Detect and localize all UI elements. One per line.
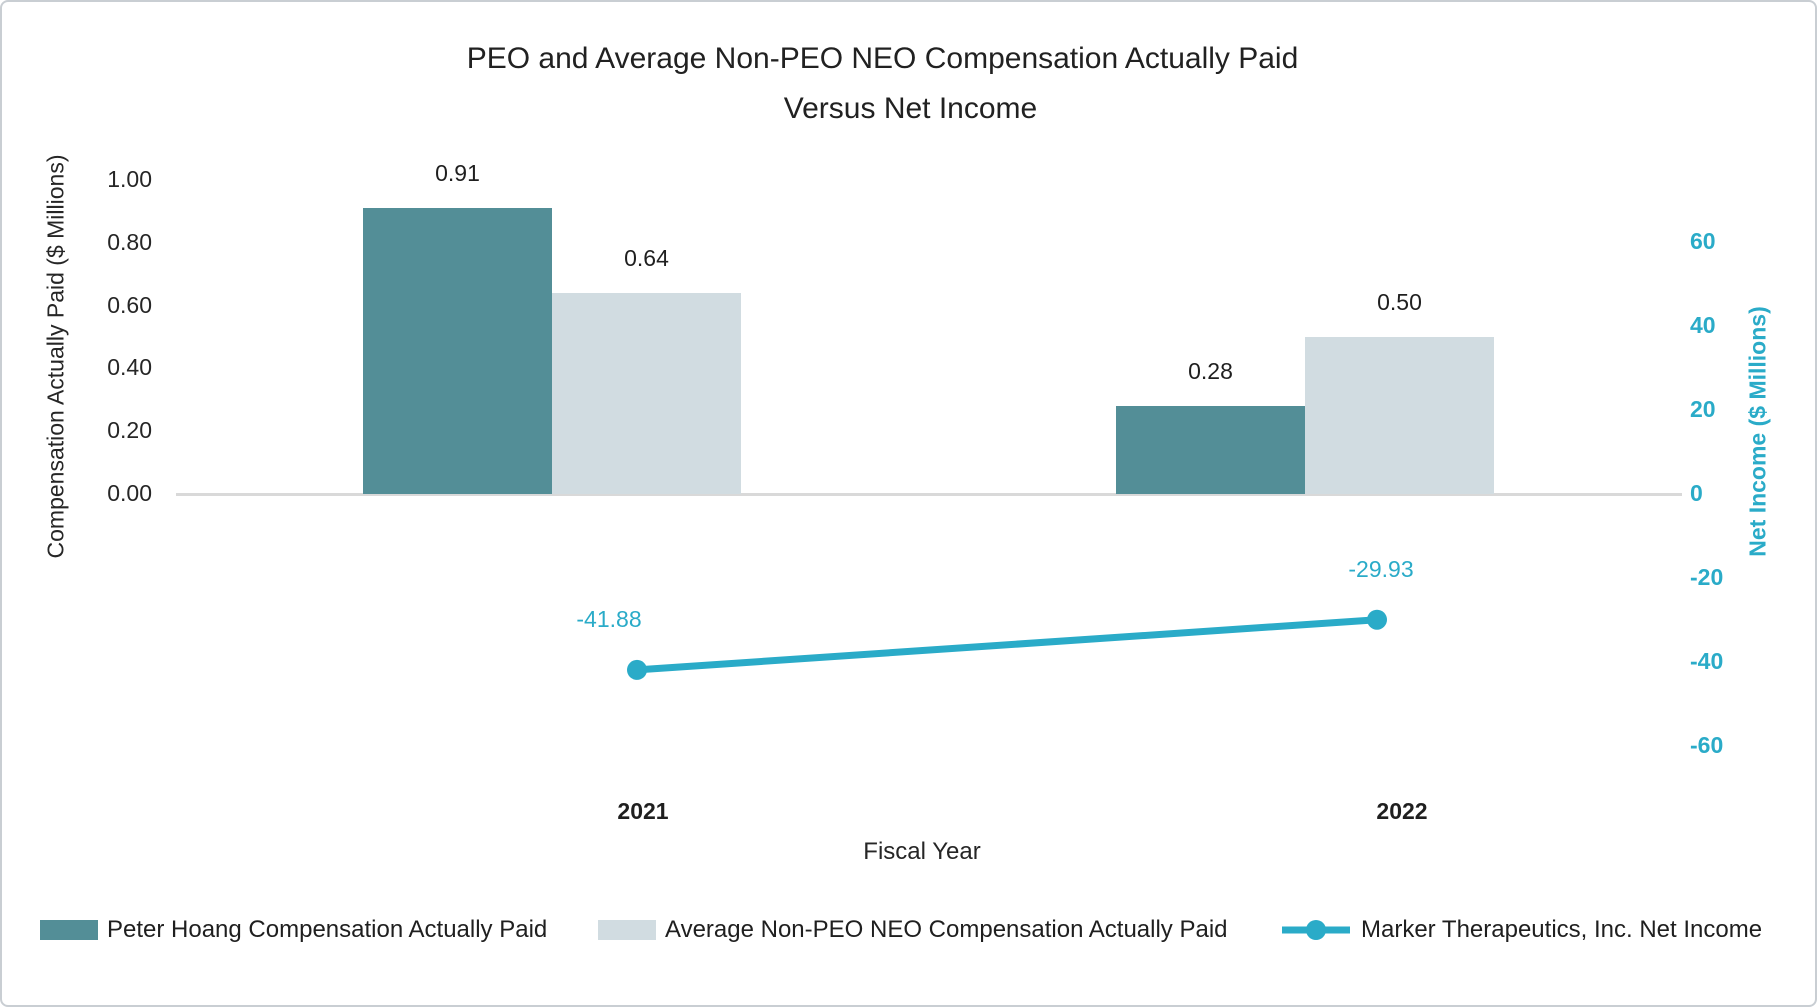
bar-value-label: 0.91 [435,160,480,187]
chart-title-line2: Versus Net Income [783,92,1038,125]
bar-value-label: 0.28 [1188,358,1233,385]
non-peo-legend-swatch [598,920,656,940]
x-tick-label: 2022 [1376,798,1428,824]
line-value-label: -41.88 [576,605,642,632]
left-axis-tick: 0.20 [107,417,152,444]
bar-value-label: 0.64 [624,245,669,272]
left-axis-tick: 0.40 [107,354,152,381]
right-axis-tick: -20 [1690,564,1724,590]
chart-title-line1: PEO and Average Non-PEO NEO Compensation… [466,42,1299,75]
net-income-legend-marker [1282,920,1350,940]
right-axis-tick: 40 [1690,312,1716,338]
line-point-marker [1367,609,1387,630]
non-peo-legend-label: Average Non-PEO NEO Compensation Actuall… [665,916,1228,943]
peo-legend-label: Peter Hoang Compensation Actually Paid [107,916,548,943]
x-axis-baseline [176,493,1682,496]
legend-item-net-income: Marker Therapeutics, Inc. Net Income [1280,915,1762,945]
bar-non-peo [1305,337,1494,494]
line-point-marker [627,659,647,680]
left-axis-tick: 0.60 [107,291,152,318]
x-axis-title: Fiscal Year [863,838,981,865]
legend-item-peo: Peter Hoang Compensation Actually Paid [40,915,547,945]
bar-non-peo [552,293,741,494]
right-axis-tick: 20 [1690,396,1716,422]
right-axis-tick: -60 [1690,732,1724,758]
legend-item-non-peo: Average Non-PEO NEO Compensation Actuall… [598,915,1228,945]
line-value-label: -29.93 [1348,555,1414,582]
right-axis-tick: 60 [1690,228,1716,254]
left-axis-tick: 1.00 [107,166,152,192]
net-income-legend-label: Marker Therapeutics, Inc. Net Income [1361,916,1763,943]
bar-value-label: 0.50 [1377,289,1422,315]
right-axis-tick: -40 [1690,648,1724,674]
right-axis-tick: 0 [1690,480,1703,506]
bar-peo [1116,406,1305,494]
left-axis-tick: 0.80 [107,228,152,255]
bar-peo [363,208,552,494]
left-axis-tick: 0.00 [107,480,152,506]
peo-legend-swatch [40,920,98,940]
x-tick-label: 2021 [617,798,669,824]
